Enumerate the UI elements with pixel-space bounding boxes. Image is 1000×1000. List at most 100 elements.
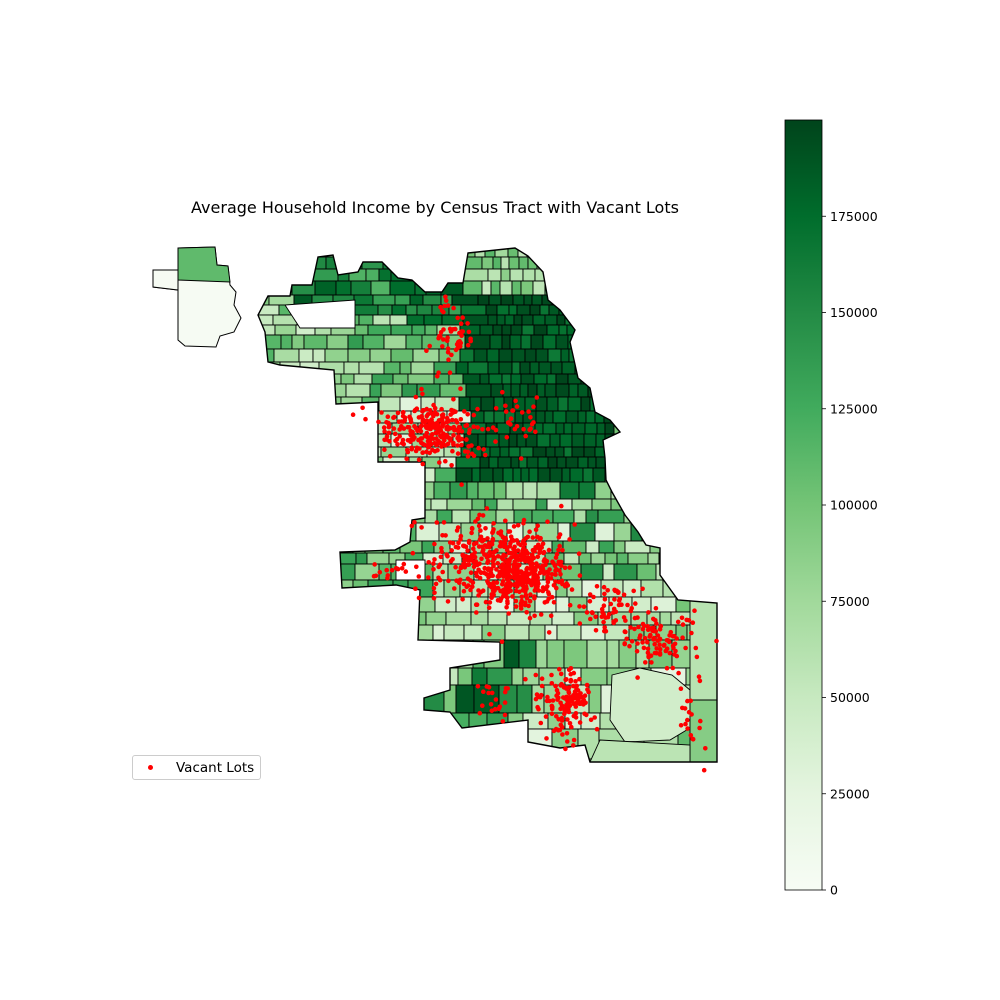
tract-polygon (556, 624, 582, 641)
vacant-lot-point (697, 678, 703, 684)
vacant-lot-point (385, 573, 391, 578)
vacant-lot-point (459, 436, 465, 442)
vacant-lot-point (487, 600, 493, 605)
colorbar-tick-label: 125000 (830, 401, 878, 416)
vacant-lot-point (534, 395, 540, 400)
tract-polygon (537, 467, 551, 483)
tract-polygon (720, 269, 730, 281)
tract-polygon (279, 498, 307, 511)
vacant-lot-point (527, 571, 532, 576)
tract-polygon (409, 248, 434, 258)
vacant-lot-point (522, 541, 527, 547)
vacant-lot-point (436, 370, 441, 376)
vacant-lot-point (400, 437, 406, 443)
vacant-lot-point (662, 642, 667, 648)
tract-polygon (633, 373, 648, 385)
tract-polygon (698, 410, 712, 424)
vacant-lot-point (437, 577, 443, 583)
tract-polygon (693, 373, 703, 385)
tract-polygon (612, 314, 622, 326)
vacant-lot-point (432, 590, 437, 596)
tract-polygon (318, 361, 345, 375)
vacant-lot-point (480, 427, 485, 432)
vacant-lot-point (640, 640, 645, 645)
tract-polygon (399, 361, 412, 375)
tract-polygon (703, 348, 714, 363)
vacant-lot-point (632, 626, 637, 632)
vacant-lot-point (496, 574, 502, 579)
tract-polygon (697, 383, 709, 398)
tract-polygon (388, 481, 415, 500)
vacant-lot-point (425, 434, 430, 440)
vacant-lot-point (386, 430, 392, 436)
tract-polygon (692, 422, 705, 435)
tract-polygon (616, 268, 629, 282)
tract-polygon (389, 280, 416, 296)
tract-polygon (705, 314, 717, 326)
vacant-lot-point (566, 689, 571, 695)
tract-polygon (500, 268, 511, 282)
tract-polygon (361, 467, 388, 483)
tract-polygon (682, 396, 697, 412)
tract-polygon (707, 467, 717, 483)
tract-polygon (581, 294, 593, 306)
tract-polygon (624, 348, 636, 363)
vacant-lot-point (599, 606, 605, 612)
tract-polygon (585, 540, 600, 554)
tract-polygon (656, 268, 671, 282)
vacant-lot-point (477, 512, 482, 518)
tract-polygon (690, 758, 717, 762)
vacant-lot-point (584, 682, 590, 688)
tract-polygon (661, 304, 676, 316)
vacant-lot-point (554, 551, 560, 557)
tract-polygon (610, 498, 637, 511)
tract-polygon (656, 361, 667, 375)
tract-polygon (422, 294, 442, 306)
vacant-lot-point (446, 578, 451, 584)
tract-polygon (289, 383, 303, 398)
tract-polygon (630, 383, 644, 398)
tract-polygon (694, 294, 707, 306)
tract-polygon (642, 280, 655, 296)
vacant-lot-point (657, 652, 663, 657)
vacant-lot-point (523, 548, 529, 554)
tract-polygon (294, 540, 315, 554)
vacant-lot-point (559, 503, 564, 509)
tract-polygon (458, 396, 471, 412)
tract-polygon (682, 373, 695, 385)
vacant-lot-point (560, 732, 565, 737)
vacant-lot-point (450, 417, 455, 423)
vacant-lot-point (689, 630, 694, 636)
tract-polygon (676, 552, 693, 565)
vacant-lot-point (385, 414, 391, 420)
vacant-lot-point (683, 721, 688, 727)
tract-polygon (713, 294, 717, 306)
tract-polygon (596, 334, 609, 350)
vacant-lot-point (688, 698, 693, 704)
tract-polygon (603, 758, 664, 762)
tract-polygon (580, 667, 608, 686)
vacant-lot-point (449, 352, 454, 358)
vacant-lot-point (569, 697, 575, 702)
tract-polygon (494, 248, 509, 258)
tract-polygon (531, 294, 543, 306)
vacant-lot-point (567, 602, 573, 608)
vacant-lot-point (464, 437, 469, 442)
tract-polygon (314, 684, 340, 714)
tract-polygon (295, 373, 323, 385)
tract-polygon (441, 758, 461, 762)
tract-polygon (536, 433, 551, 448)
tract-polygon (496, 498, 514, 511)
vacant-lot-point (646, 654, 651, 660)
tract-polygon (653, 433, 667, 448)
tract-polygon (716, 552, 717, 565)
tract-polygon (613, 540, 626, 554)
vacant-lot-point (431, 596, 437, 601)
vacant-lot-point (483, 526, 488, 531)
tract-polygon (555, 596, 570, 613)
tract-polygon (592, 467, 606, 483)
tract-polygon (716, 467, 717, 483)
tract-polygon (535, 348, 549, 363)
vacant-lot-point (419, 525, 424, 530)
tract-polygon (313, 422, 333, 435)
